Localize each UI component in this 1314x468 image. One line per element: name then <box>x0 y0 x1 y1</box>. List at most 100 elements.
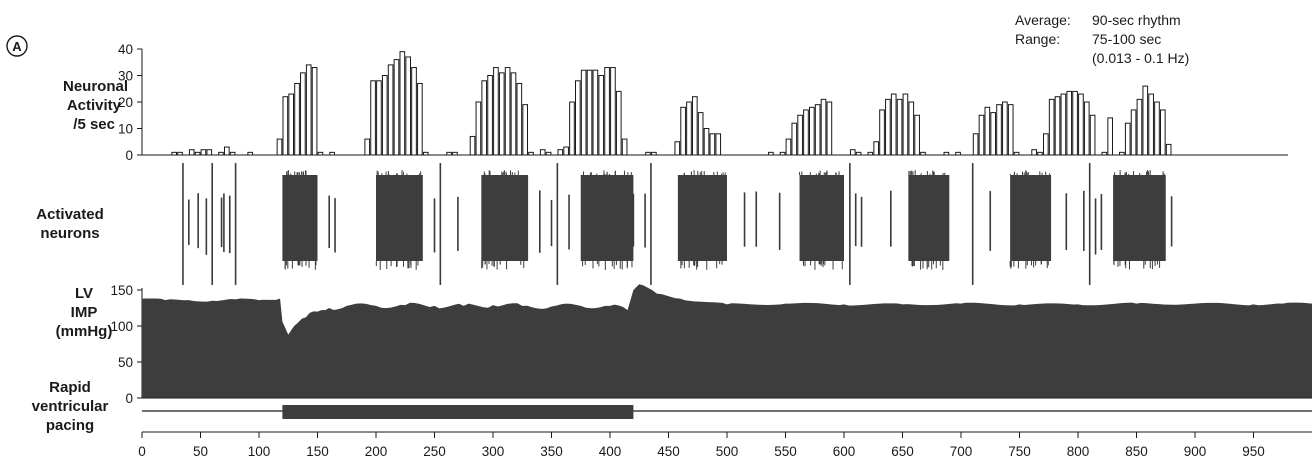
panel-label: A <box>12 39 22 54</box>
x-tick-label: 950 <box>1242 444 1265 459</box>
histogram-y-tick-label: 10 <box>118 122 133 137</box>
x-tick-label: 400 <box>599 444 622 459</box>
raster-burst <box>677 175 727 261</box>
raster-burst <box>799 175 844 261</box>
histogram-bar <box>803 109 809 156</box>
histogram-bar <box>1054 96 1061 156</box>
histogram-bar <box>1043 133 1049 156</box>
lvp-y-tick-label: 150 <box>110 283 133 298</box>
activity-label-line2: Activity <box>67 97 122 114</box>
histogram-bar <box>393 59 400 156</box>
x-tick-label: 100 <box>248 444 271 459</box>
x-tick-label: 750 <box>1008 444 1031 459</box>
raster-burst <box>1010 175 1052 261</box>
histogram-bar <box>224 146 230 156</box>
histogram-bar <box>1136 98 1143 156</box>
histogram-bar <box>1124 122 1131 156</box>
histogram-bar <box>329 151 335 156</box>
histogram-bar <box>282 96 289 156</box>
histogram-bar <box>1160 109 1166 156</box>
x-tick-label: 550 <box>774 444 797 459</box>
histogram-bar <box>826 101 833 156</box>
histogram-bar <box>399 51 406 156</box>
histogram-bar <box>1013 151 1020 156</box>
histogram-bar <box>177 151 183 156</box>
histogram-bar <box>621 138 628 156</box>
x-tick-label: 350 <box>540 444 563 459</box>
x-tick-label: 600 <box>833 444 856 459</box>
histogram-bar <box>1130 109 1137 156</box>
activity-histogram: 0 10 20 30 40 <box>118 42 1288 163</box>
histogram-bar <box>1119 151 1125 156</box>
lvp-y-tick-label: 0 <box>125 391 133 406</box>
histogram-bar <box>978 114 985 156</box>
x-tick-label: 0 <box>138 444 146 459</box>
histogram-bar <box>1083 101 1090 156</box>
neurons-label-line1: Activated <box>36 206 104 223</box>
histogram-bar <box>996 104 1002 156</box>
lvp-label-line1: LV <box>75 285 93 302</box>
histogram-bar <box>1066 90 1073 156</box>
histogram-bar <box>516 82 523 156</box>
pacing-label-line2: ventricular <box>32 398 109 415</box>
histogram-bar <box>855 151 862 156</box>
histogram-bar <box>1060 93 1067 156</box>
histogram-bar <box>610 67 616 156</box>
histogram-bar <box>598 75 605 156</box>
histogram-bar <box>194 151 201 156</box>
histogram-bar <box>381 75 388 156</box>
histogram-y-tick-label: 30 <box>118 69 133 84</box>
x-tick-label: 900 <box>1184 444 1207 459</box>
histogram-bar <box>469 135 476 156</box>
lvp-label-line2: IMP <box>71 304 98 321</box>
histogram-bar <box>446 151 452 156</box>
histogram-y-tick-label: 20 <box>118 95 133 110</box>
histogram-bar <box>510 72 517 156</box>
histogram-bar <box>955 151 961 156</box>
histogram-bar <box>1037 151 1043 156</box>
raster-burst <box>282 175 318 261</box>
histogram-bar <box>1107 117 1113 156</box>
histogram-bar <box>493 67 499 156</box>
histogram-bar <box>481 80 488 156</box>
histogram-bar <box>387 64 394 156</box>
histogram-bar <box>586 69 593 156</box>
histogram-bar <box>417 82 423 156</box>
histogram-bar <box>651 151 657 156</box>
histogram-bar <box>849 149 856 156</box>
histogram-bar <box>791 122 798 156</box>
histogram-bar <box>422 151 429 156</box>
raster-burst <box>1113 175 1166 261</box>
histogram-bar <box>229 151 236 156</box>
neuron-raster <box>182 163 1173 285</box>
histogram-bar <box>545 151 552 156</box>
pacing-on-bar <box>282 405 634 419</box>
histogram-bar <box>294 82 300 156</box>
histogram-bar <box>247 151 254 156</box>
x-tick-label: 450 <box>657 444 680 459</box>
histogram-bar <box>814 104 821 156</box>
histogram-bar <box>592 69 599 156</box>
histogram-bar <box>1089 114 1096 156</box>
histogram-bar <box>305 64 312 156</box>
histogram-bar <box>920 151 926 156</box>
histogram-bar <box>300 72 306 156</box>
x-tick-label: 500 <box>716 444 739 459</box>
activity-label-line1: Neuronal <box>63 78 128 95</box>
histogram-bar <box>1031 149 1037 156</box>
histogram-bar <box>504 67 511 156</box>
x-tick-label: 700 <box>950 444 973 459</box>
histogram-bar <box>1048 98 1055 156</box>
histogram-bar <box>557 149 564 156</box>
histogram-bar <box>1101 151 1108 156</box>
histogram-bar <box>885 98 891 156</box>
histogram-bar <box>902 93 909 156</box>
histogram-bar <box>569 101 575 156</box>
average-label: Average: <box>1015 12 1071 28</box>
histogram-bar <box>376 80 382 156</box>
histogram-y-tick-label: 40 <box>118 42 133 57</box>
histogram-bar <box>943 151 950 156</box>
histogram-bar <box>867 151 874 156</box>
histogram-bar <box>890 93 897 156</box>
range-label: Range: <box>1015 31 1060 47</box>
